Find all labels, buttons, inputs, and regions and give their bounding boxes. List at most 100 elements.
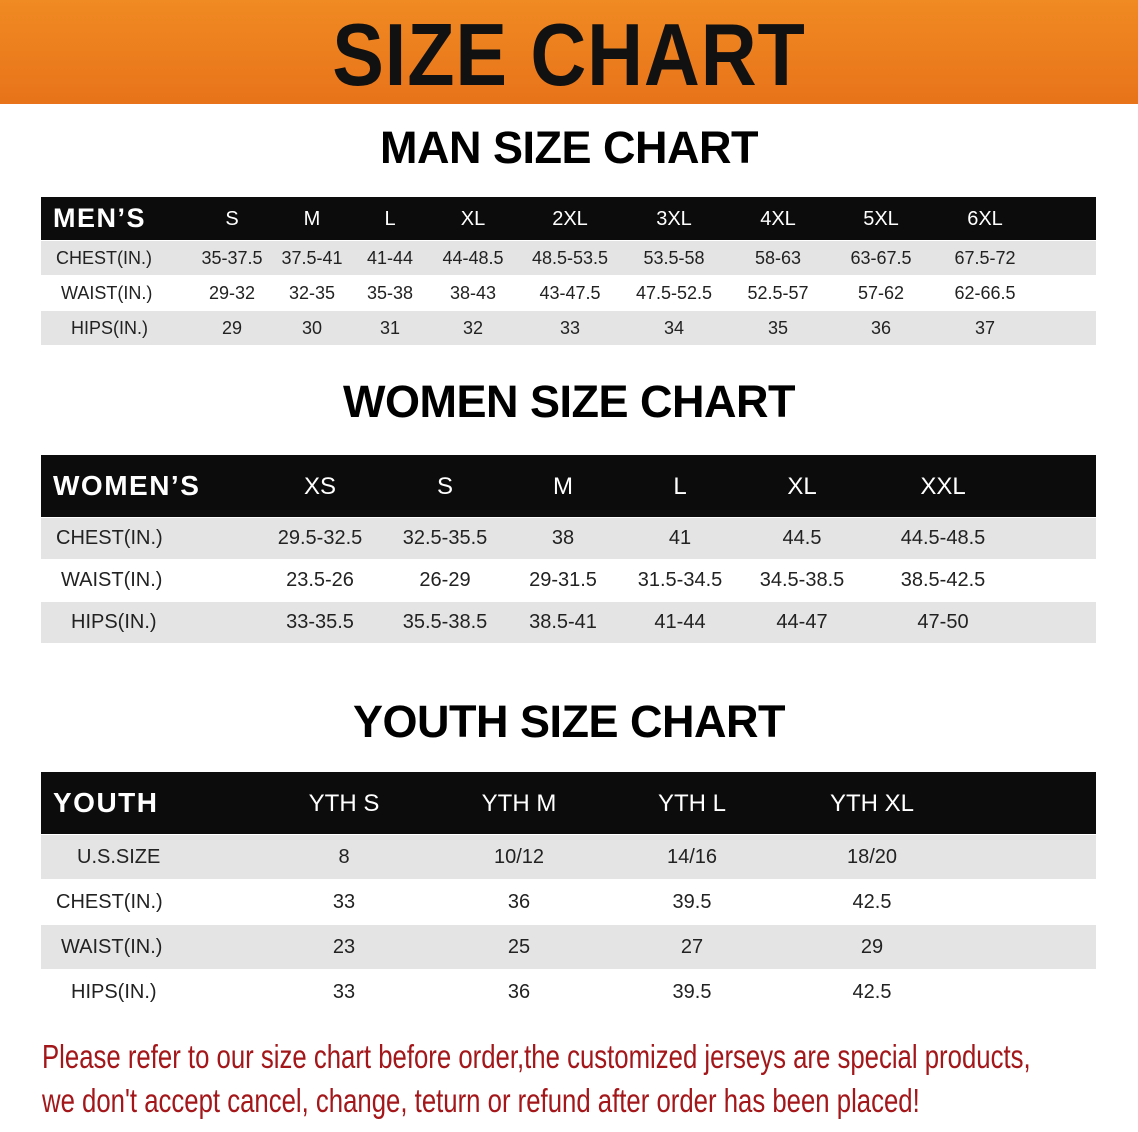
men-size-header: 6XL: [967, 208, 1003, 230]
table-cell: 18/20: [846, 846, 898, 868]
row-label: WAIST(IN.): [61, 936, 163, 958]
table-cell: 23: [332, 936, 356, 958]
table-cell: 58-63: [754, 248, 802, 268]
men-table-row: HIPS(IN.) 29 30 31 32 33 34 35 36 37: [41, 311, 1096, 345]
table-cell: 33: [332, 891, 356, 913]
table-cell: 10/12: [493, 846, 545, 868]
table-cell: 38.5-41: [529, 611, 597, 633]
women-size-header: XS: [303, 473, 337, 500]
table-cell: 27: [680, 936, 704, 958]
table-cell: 31: [379, 318, 401, 338]
notice-line-1: Please refer to our size chart before or…: [42, 1038, 1031, 1075]
table-cell: 35-38: [366, 283, 414, 303]
table-cell: 43-47.5: [539, 283, 601, 303]
table-cell: 29: [221, 318, 243, 338]
youth-header-row: YOUTH YTH S YTH M YTH L YTH XL: [41, 772, 1096, 834]
men-table-row: CHEST(IN.) 35-37.5 37.5-41 41-44 44-48.5 48.5…: [41, 241, 1096, 275]
women-header-row: WOMEN’S XS S M L XL XXL: [41, 455, 1096, 517]
table-cell: 26-29: [419, 569, 471, 591]
table-cell: 44-47: [776, 611, 828, 633]
table-cell: 36: [507, 981, 531, 1003]
banner-title: SIZE CHART: [332, 5, 806, 104]
table-cell: 29-32: [208, 283, 256, 303]
men-section-title: MAN SIZE CHART: [380, 122, 758, 173]
women-size-header: XL: [787, 473, 817, 500]
table-cell: 57-62: [857, 283, 905, 303]
men-size-header: 5XL: [863, 208, 899, 230]
youth-header-label: YOUTH: [53, 787, 159, 818]
table-cell: 42.5: [852, 981, 892, 1003]
men-size-header: M: [303, 208, 321, 230]
table-cell: 38-43: [449, 283, 497, 303]
men-size-header: S: [225, 208, 239, 230]
table-cell: 36: [507, 891, 531, 913]
table-cell: 62-66.5: [954, 283, 1016, 303]
table-cell: 41-44: [366, 248, 414, 268]
row-label: U.S.SIZE: [77, 846, 161, 868]
row-label: WAIST(IN.): [61, 283, 153, 303]
row-label: HIPS(IN.): [71, 611, 157, 633]
notice-line-2: we don't accept cancel, change, teturn o…: [42, 1082, 920, 1119]
table-cell: 32-35: [288, 283, 336, 303]
table-cell: 29: [860, 936, 884, 958]
men-size-header: 4XL: [760, 208, 796, 230]
youth-table-row: WAIST(IN.) 23 25 27 29: [41, 925, 1096, 969]
table-cell: 35-37.5: [201, 248, 263, 268]
row-label: HIPS(IN.): [71, 318, 149, 338]
women-size-header: M: [553, 473, 573, 500]
table-cell: 52.5-57: [747, 283, 809, 303]
table-cell: 39.5: [672, 891, 712, 913]
women-table-row: WAIST(IN.) 23.5-26 26-29 29-31.5 31.5-34.5 34…: [41, 560, 1096, 601]
table-cell: 14/16: [666, 846, 718, 868]
table-cell: 37.5-41: [281, 248, 343, 268]
youth-table-row: U.S.SIZE 8 10/12 14/16 18/20: [41, 835, 1096, 879]
row-label: CHEST(IN.): [56, 891, 163, 913]
table-cell: 29.5-32.5: [277, 527, 363, 549]
table-cell: 33-35.5: [286, 611, 354, 633]
table-cell: 23.5-26: [286, 569, 354, 591]
row-label: CHEST(IN.): [56, 248, 152, 268]
table-cell: 8: [338, 846, 350, 868]
table-cell: 48.5-53.5: [531, 248, 609, 268]
table-cell: 47-50: [917, 611, 969, 633]
table-cell: 47.5-52.5: [635, 283, 713, 303]
table-cell: 32: [462, 318, 484, 338]
table-cell: 38.5-42.5: [900, 569, 986, 591]
men-size-header: 2XL: [552, 208, 588, 230]
youth-table-row: CHEST(IN.) 33 36 39.5 42.5: [41, 880, 1096, 924]
table-cell: 33: [559, 318, 581, 338]
youth-table-row: HIPS(IN.) 33 36 39.5 42.5: [41, 970, 1096, 1014]
women-table-row: CHEST(IN.) 29.5-32.5 32.5-35.5 38 41 44.5 44.5…: [41, 518, 1096, 559]
men-header-row: MEN’S S M L XL 2XL 3XL 4XL 5XL 6XL: [41, 197, 1096, 240]
youth-section-title: YOUTH SIZE CHART: [352, 696, 786, 747]
youth-size-header: YTH L: [657, 790, 727, 817]
table-cell: 35.5-38.5: [402, 611, 488, 633]
men-size-header: L: [384, 208, 396, 230]
table-cell: 34.5-38.5: [759, 569, 845, 591]
table-cell: 44.5-48.5: [900, 527, 986, 549]
women-size-header: L: [673, 473, 687, 500]
youth-size-header: YTH XL: [829, 790, 915, 817]
table-cell: 39.5: [672, 981, 712, 1003]
table-cell: 63-67.5: [850, 248, 912, 268]
men-table-row: WAIST(IN.) 29-32 32-35 35-38 38-43 43-47.5 47.…: [41, 276, 1096, 310]
women-size-header: S: [436, 473, 454, 500]
table-cell: 41-44: [654, 611, 706, 633]
table-cell: 25: [507, 936, 531, 958]
table-cell: 53.5-58: [643, 248, 705, 268]
women-table-row: HIPS(IN.) 33-35.5 35.5-38.5 38.5-41 41-44 44-…: [41, 602, 1096, 643]
women-header-label: WOMEN’S: [53, 470, 201, 501]
row-label: CHEST(IN.): [56, 527, 163, 549]
table-cell: 44-48.5: [442, 248, 504, 268]
row-label: WAIST(IN.): [61, 569, 163, 591]
table-cell: 33: [332, 981, 356, 1003]
table-cell: 29-31.5: [529, 569, 597, 591]
table-cell: 31.5-34.5: [637, 569, 723, 591]
banner: SIZE CHART: [0, 0, 1138, 104]
table-cell: 38: [551, 527, 575, 549]
table-cell: 30: [301, 318, 323, 338]
table-cell: 67.5-72: [954, 248, 1016, 268]
table-cell: 42.5: [852, 891, 892, 913]
table-cell: 37: [974, 318, 996, 338]
row-label: HIPS(IN.): [71, 981, 157, 1003]
